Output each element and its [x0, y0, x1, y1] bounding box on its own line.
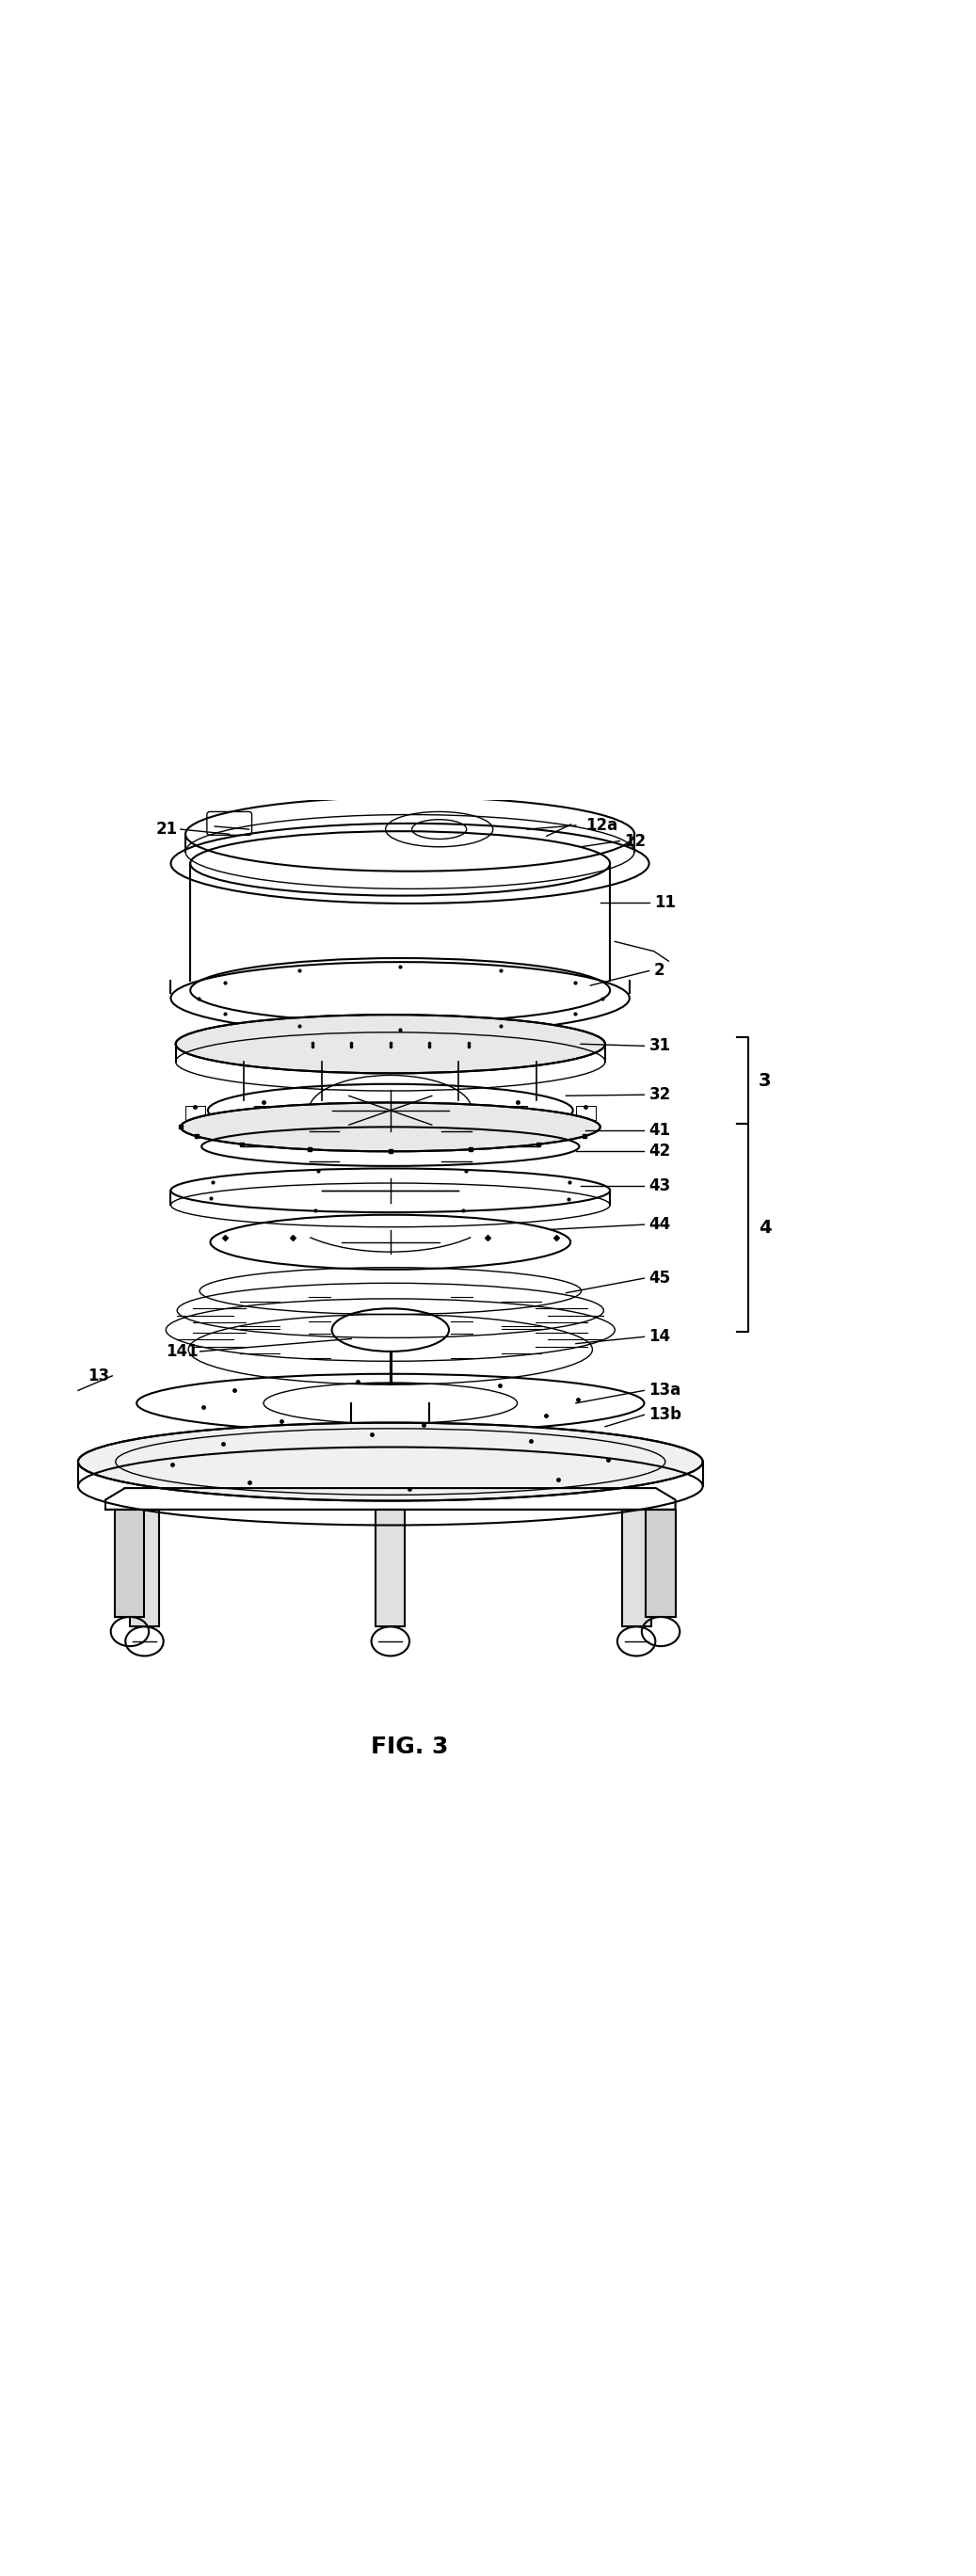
Text: 32: 32 — [649, 1087, 671, 1103]
Text: 43: 43 — [649, 1177, 671, 1195]
Text: 41: 41 — [649, 1121, 671, 1139]
Bar — [576, 1105, 595, 1121]
Bar — [376, 1510, 405, 1625]
Text: 21: 21 — [156, 822, 178, 837]
Bar — [185, 1105, 205, 1121]
Text: 141: 141 — [166, 1342, 198, 1360]
Bar — [646, 1510, 675, 1618]
Ellipse shape — [78, 1422, 703, 1502]
Text: 13: 13 — [88, 1368, 109, 1383]
Text: 14: 14 — [649, 1329, 671, 1345]
Text: 12: 12 — [625, 832, 646, 850]
Text: 42: 42 — [649, 1144, 671, 1159]
Text: 3: 3 — [758, 1072, 771, 1090]
Bar — [508, 1105, 527, 1121]
Ellipse shape — [181, 1103, 600, 1151]
Text: 45: 45 — [649, 1270, 671, 1285]
Bar — [622, 1510, 651, 1625]
Text: 12a: 12a — [586, 817, 618, 835]
Text: 31: 31 — [649, 1038, 671, 1054]
Text: 13b: 13b — [649, 1406, 682, 1425]
Bar — [130, 1510, 159, 1625]
Ellipse shape — [176, 1015, 605, 1074]
Text: FIG. 3: FIG. 3 — [371, 1736, 449, 1757]
Text: 2: 2 — [654, 963, 665, 979]
Text: 44: 44 — [649, 1216, 671, 1234]
Bar — [254, 1105, 273, 1121]
Bar — [115, 1510, 144, 1618]
Text: 11: 11 — [654, 894, 675, 912]
Text: 13a: 13a — [649, 1381, 681, 1399]
Text: 4: 4 — [758, 1218, 771, 1236]
